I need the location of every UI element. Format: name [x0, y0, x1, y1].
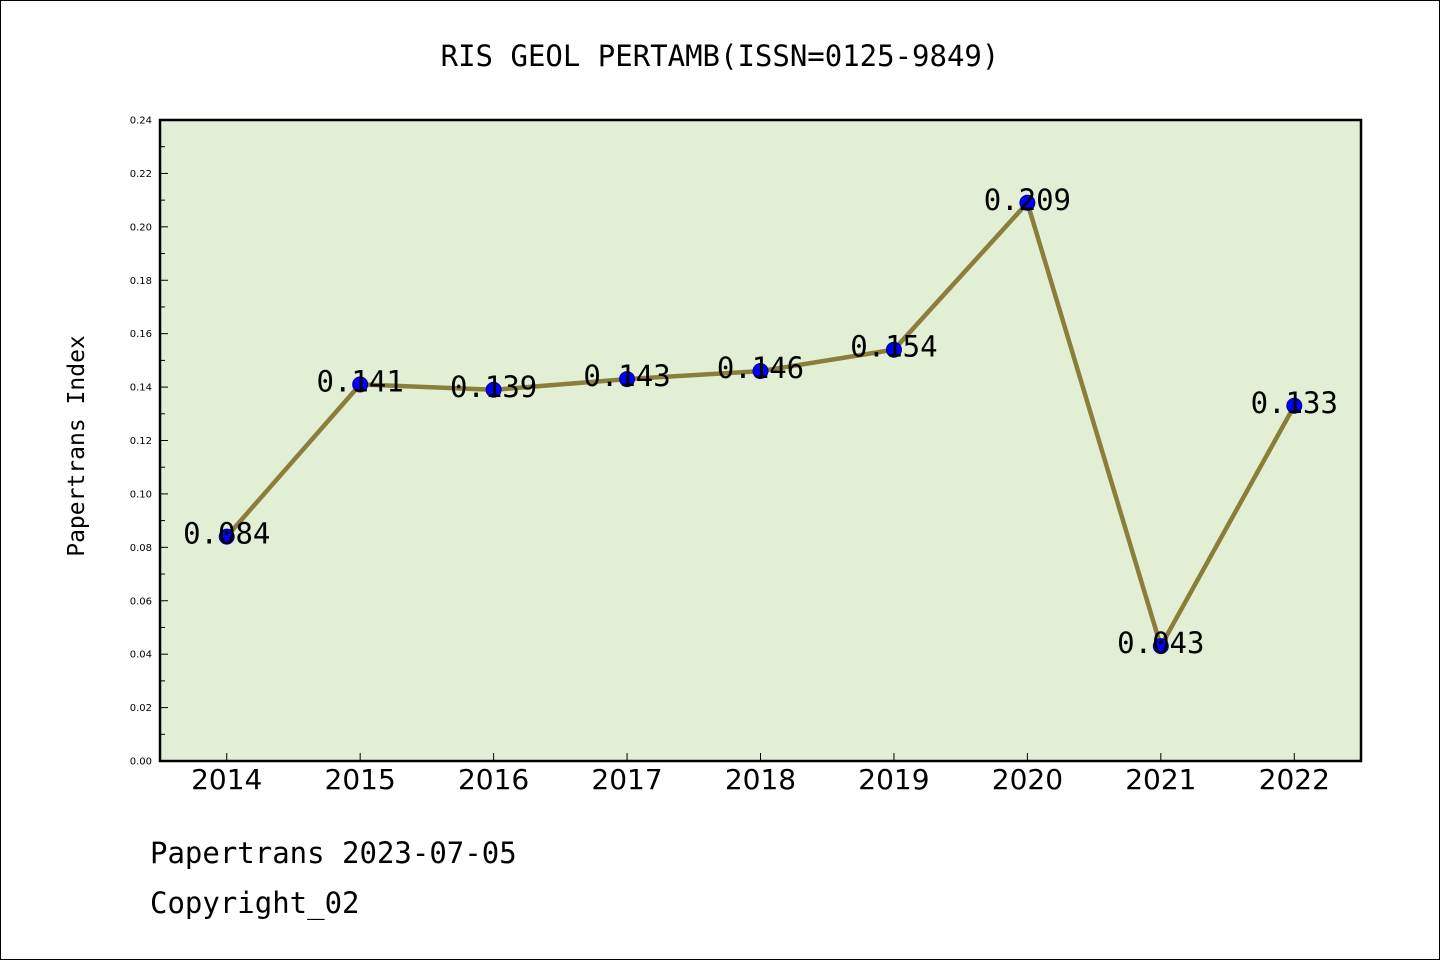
x-tick-label-0: 2014	[191, 763, 262, 796]
data-point-2019	[885, 341, 902, 358]
x-tick-label-1: 2015	[325, 763, 396, 796]
data-label-2021: 0.043	[1117, 626, 1204, 660]
y-axis-label: Papertrans Index	[64, 335, 90, 557]
x-tick-label-5: 2019	[858, 763, 929, 796]
data-label-2018: 0.146	[717, 351, 804, 385]
data-point-2017	[619, 371, 636, 388]
y-tick-label-6: 0.12	[130, 436, 152, 447]
footer-copyright-text: Copyright_02	[150, 886, 360, 920]
data-label-2016: 0.139	[450, 370, 537, 404]
data-point-2018	[752, 363, 769, 380]
plot-border	[158, 118, 1363, 763]
x-tick-label-8: 2022	[1259, 763, 1330, 796]
y-tick-label-5: 0.10	[130, 489, 152, 500]
x-tick-label-2: 2016	[458, 763, 529, 796]
data-label-2020: 0.209	[984, 183, 1071, 217]
data-point-2016	[485, 381, 502, 398]
data-label-2014: 0.084	[183, 517, 270, 551]
data-point-2015	[352, 376, 369, 393]
x-tick-label-7: 2021	[1125, 763, 1196, 796]
y-tick-label-12: 0.24	[130, 116, 152, 127]
plot-background	[160, 120, 1361, 761]
data-point-2021	[1152, 638, 1169, 655]
y-tick-label-8: 0.16	[130, 329, 152, 340]
data-point-2022	[1286, 397, 1303, 414]
y-tick-label-2: 0.04	[130, 650, 152, 661]
y-tick-label-10: 0.20	[130, 222, 152, 233]
y-tick-label-11: 0.22	[130, 169, 152, 180]
x-tick-label-4: 2018	[725, 763, 796, 796]
data-point-2020	[1019, 194, 1036, 211]
plot-area: 0.00 0.02 0.04 0.06 0.08 0.10 0.12 0.14 0.16 0.18…	[130, 116, 1363, 796]
data-label-2017: 0.143	[583, 359, 670, 393]
x-tick-label-6: 2020	[992, 763, 1063, 796]
data-point-2014	[218, 528, 235, 545]
y-tick-label-4: 0.08	[130, 543, 152, 554]
data-label-2019: 0.154	[850, 330, 937, 364]
y-tick-label-7: 0.14	[130, 383, 152, 394]
footer-date-text: Papertrans 2023-07-05	[150, 836, 517, 870]
y-tick-label-0: 0.00	[130, 757, 152, 768]
y-tick-label-9: 0.18	[130, 276, 152, 287]
y-tick-label-3: 0.06	[130, 596, 152, 607]
data-label-2015: 0.141	[317, 364, 404, 398]
x-tick-label-3: 2017	[591, 763, 662, 796]
chart-title: RIS GEOL PERTAMB(ISSN=0125-9849)	[441, 39, 1000, 73]
y-tick-label-1: 0.02	[130, 703, 152, 714]
data-label-2022: 0.133	[1251, 386, 1338, 420]
